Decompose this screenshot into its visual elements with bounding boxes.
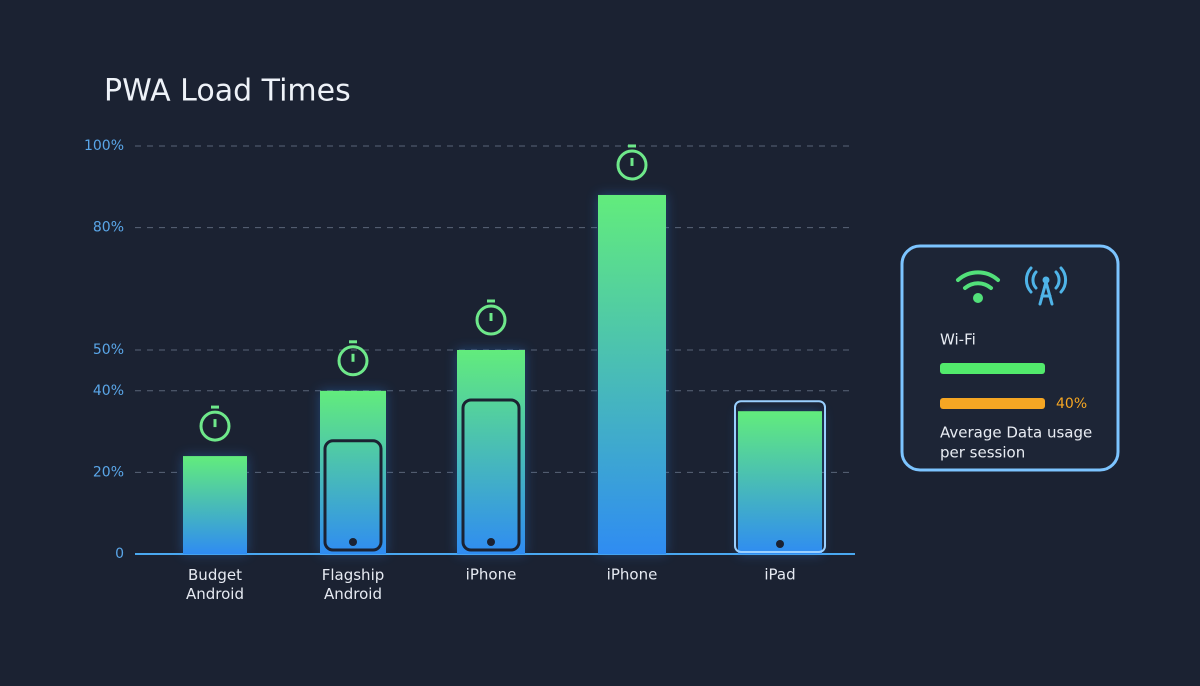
x-tick-label: iPhone xyxy=(466,566,517,584)
y-tick-label: 100% xyxy=(84,138,124,154)
panel-value: 40% xyxy=(1056,396,1087,412)
panel-box xyxy=(900,244,1120,472)
stopwatch-icon xyxy=(199,410,231,442)
x-tick-label: Budget Android xyxy=(186,566,244,603)
bar xyxy=(738,411,822,554)
stopwatch-icon xyxy=(475,304,507,336)
chart-title: PWA Load Times xyxy=(104,74,351,109)
panel: Wi-Fi 40% Average Data usage per session xyxy=(900,244,1120,472)
panel-label: Wi-Fi xyxy=(940,331,976,349)
wifi-bar xyxy=(940,363,1045,374)
tower-icon xyxy=(1024,266,1068,306)
bar xyxy=(457,350,525,554)
y-tick-label: 0 xyxy=(115,546,124,562)
phone-button xyxy=(487,538,495,546)
y-tick-label: 50% xyxy=(93,342,124,358)
phone-button xyxy=(349,538,357,546)
x-tick-label: Flagship Android xyxy=(322,566,385,603)
tablet-outline xyxy=(734,400,826,554)
y-tick-label: 40% xyxy=(93,383,124,399)
stopwatch-icon xyxy=(616,149,648,181)
data-bar xyxy=(940,398,1045,409)
bar xyxy=(320,390,386,554)
y-tick-label: 20% xyxy=(93,464,124,480)
bar xyxy=(598,194,666,554)
x-tick-label: iPhone xyxy=(607,566,658,584)
y-tick-label: 80% xyxy=(93,220,124,236)
panel-note: Average Data usage xyxy=(940,424,1092,442)
wifi-icon xyxy=(956,270,1000,303)
bar xyxy=(183,456,247,554)
stopwatch-icon xyxy=(337,345,369,377)
phone-outline xyxy=(461,398,521,552)
panel-note: per session xyxy=(940,444,1025,462)
phone-outline xyxy=(323,439,383,552)
tablet-button xyxy=(776,540,784,548)
x-tick-label: iPad xyxy=(764,566,795,584)
